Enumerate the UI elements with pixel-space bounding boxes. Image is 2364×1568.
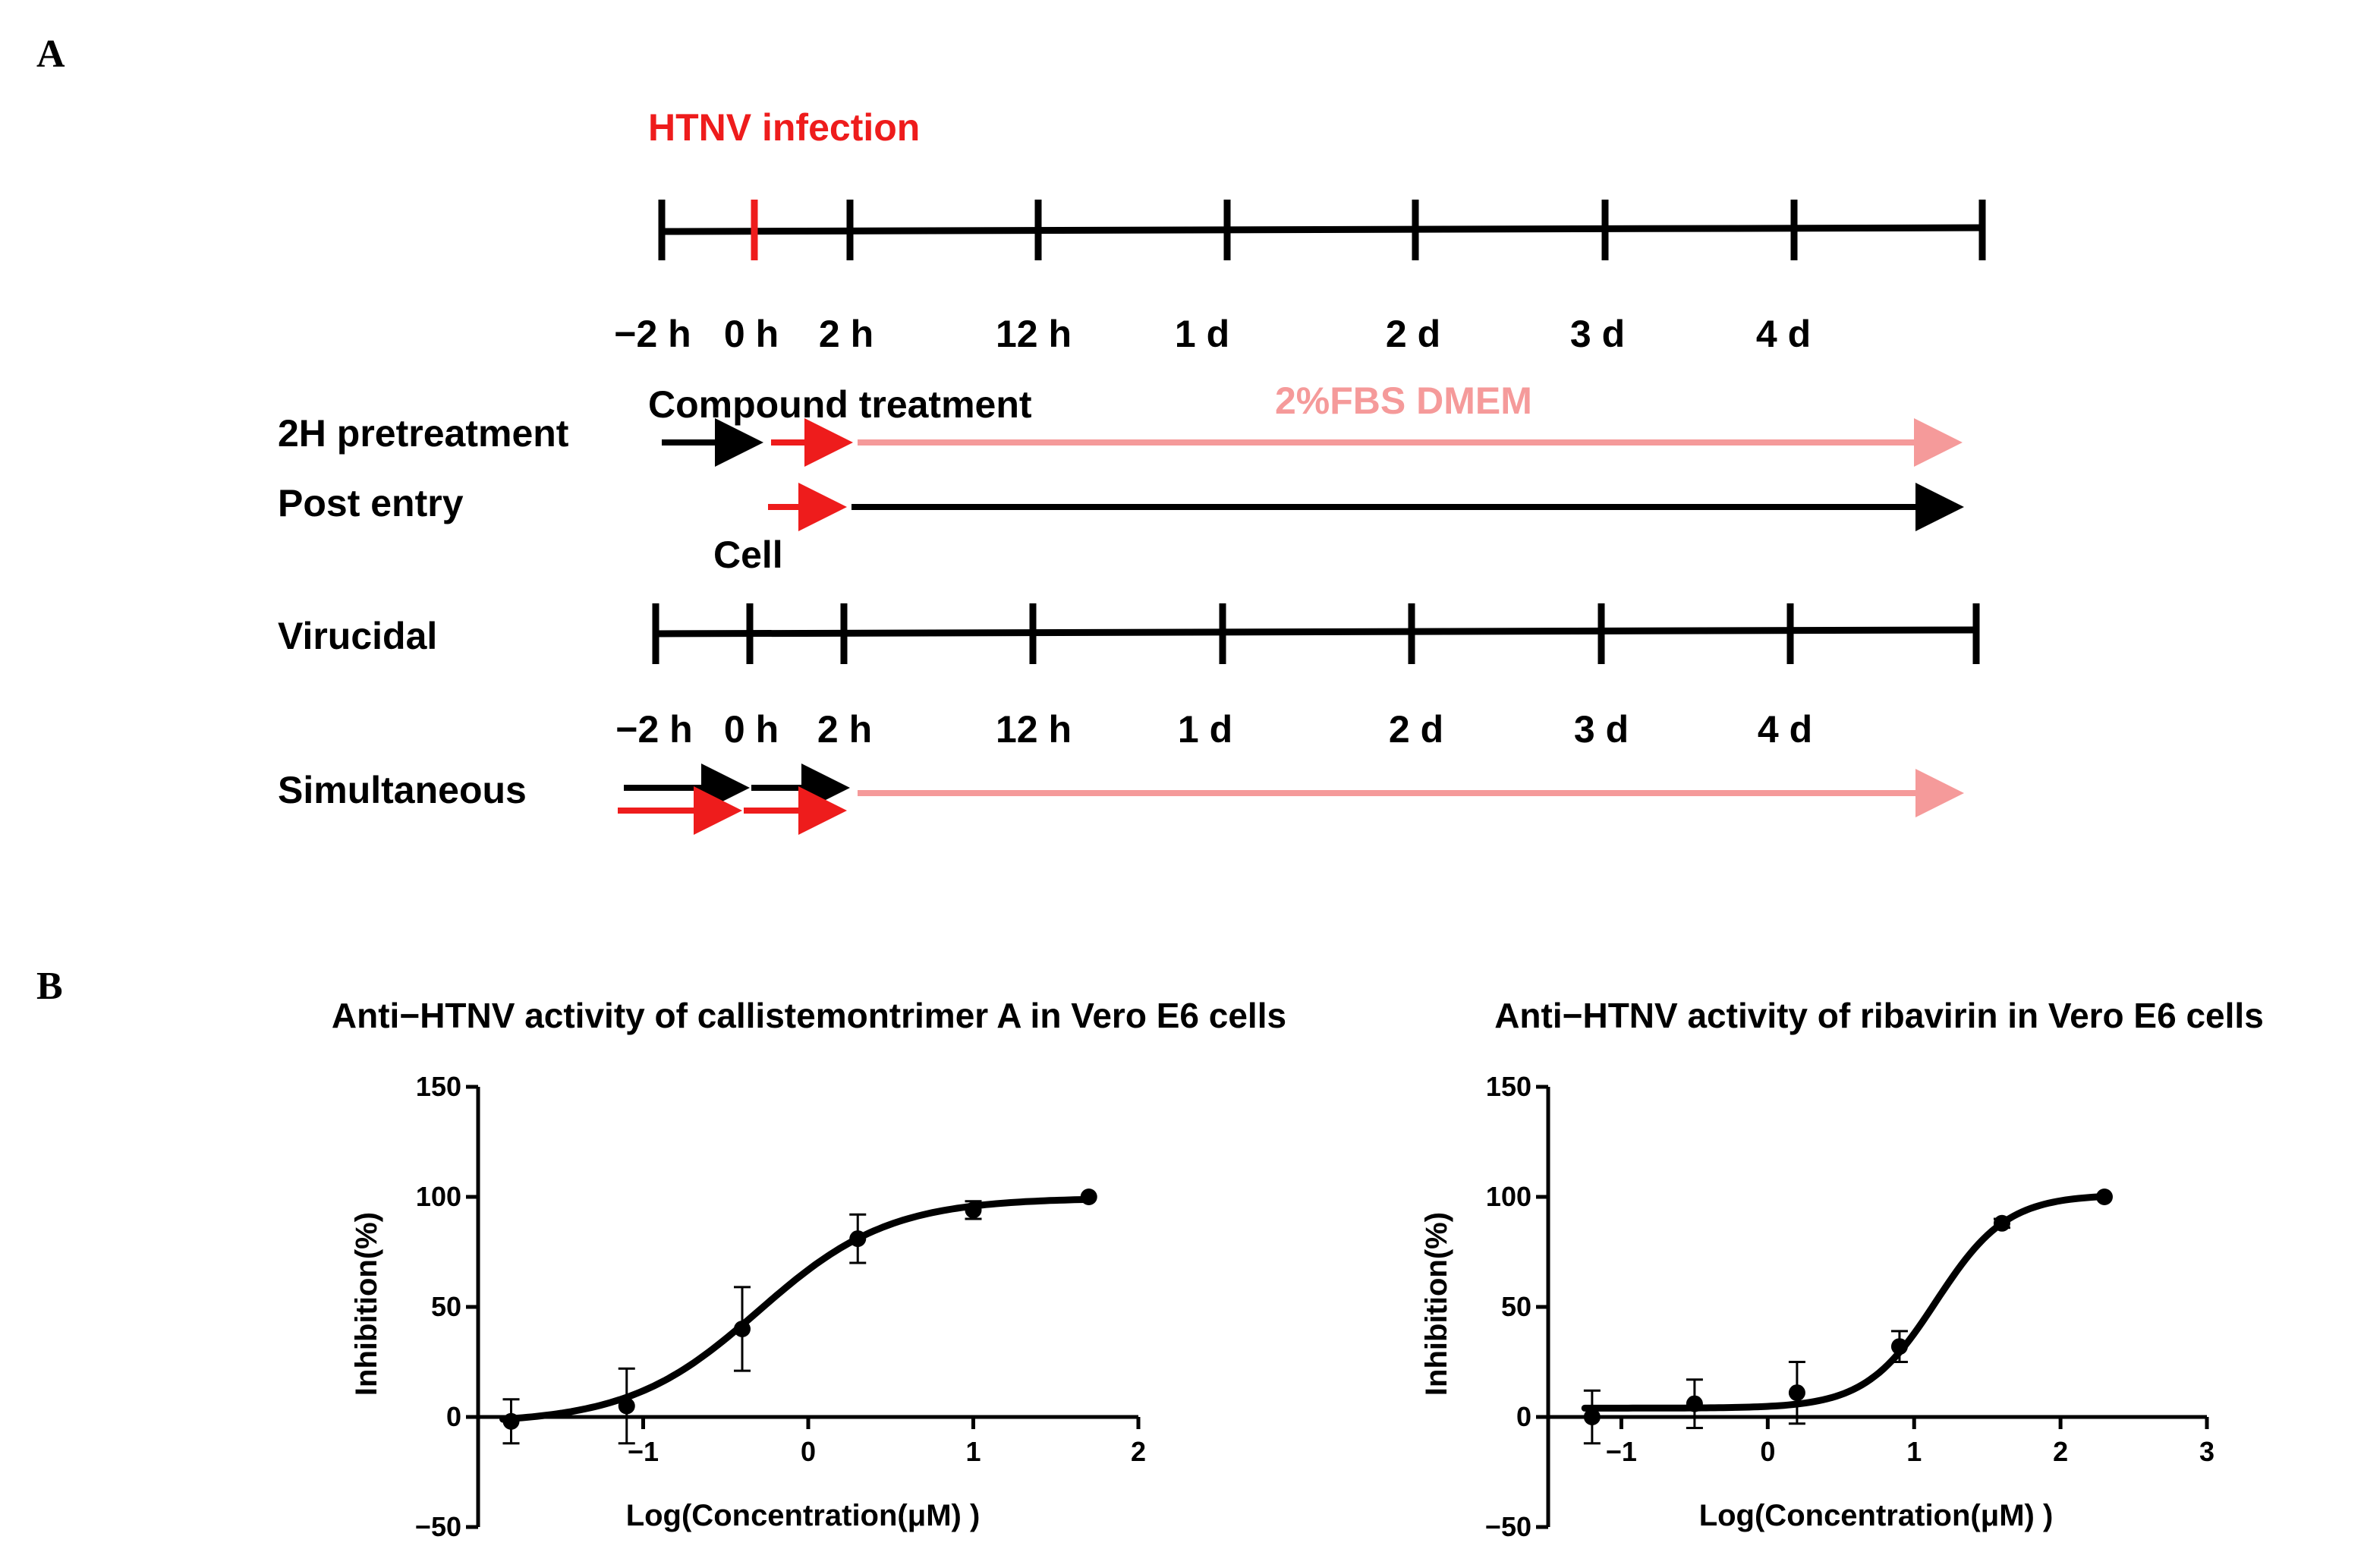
timeline-bottom (652, 603, 1980, 664)
data-point (1583, 1409, 1601, 1425)
arrows-simultaneous (618, 764, 1964, 835)
plot-area: −50 0 50 100 150 −1 0 1 2 (415, 1071, 1146, 1542)
y-tick-label: −50 (415, 1511, 461, 1542)
data-point (502, 1412, 520, 1430)
y-tick-label: 50 (1501, 1291, 1531, 1322)
row-label-virucidal: Virucidal (278, 615, 437, 657)
plot-area: −50 0 50 100 150 −1 0 1 2 3 (1485, 1071, 2214, 1542)
x-tick-label: 2 (2053, 1436, 2068, 1467)
fit-curve (499, 1195, 1093, 1423)
time-label: −2 h (614, 313, 691, 355)
x-tick-label: −1 (1606, 1436, 1637, 1467)
y-tick-label: −50 (1485, 1511, 1531, 1542)
fit-curve (1581, 1193, 2108, 1412)
time-label: −2 h (615, 708, 692, 751)
time-label: 0 h (724, 708, 779, 751)
timeline-top-axis (661, 224, 1985, 235)
data-point (734, 1321, 751, 1337)
y-tick-label: 0 (1516, 1401, 1531, 1432)
y-axis-title: Inhibition(%) (350, 1212, 383, 1396)
y-axis-title: Inhibition(%) (1420, 1212, 1453, 1396)
time-label: 4 d (1758, 708, 1812, 751)
time-label: 1 d (1175, 313, 1229, 355)
x-tick-label: 2 (1131, 1436, 1146, 1467)
time-label: 3 d (1570, 313, 1625, 355)
time-label: 2 h (817, 708, 872, 751)
panel-b: B Anti−HTNV activity of callistemontrime… (36, 965, 2264, 1542)
timeline-bottom-axis (655, 626, 1977, 638)
x-tick-label: 3 (2199, 1436, 2214, 1467)
data-point (965, 1201, 982, 1219)
time-label: 2 d (1386, 313, 1440, 355)
x-axis-title: Log(Concentration(μM) ) (626, 1499, 981, 1532)
x-tick-label: −1 (628, 1436, 659, 1467)
time-label: 3 d (1574, 708, 1629, 751)
y-tick-label: 0 (446, 1401, 461, 1432)
data-point (1686, 1395, 1703, 1412)
row-label-simultaneous: Simultaneous (278, 769, 527, 811)
data-point (1993, 1214, 2010, 1232)
time-label: 12 h (996, 313, 1072, 355)
y-tick-label: 50 (431, 1291, 461, 1322)
data-point (2095, 1189, 2113, 1205)
data-point (849, 1230, 867, 1248)
time-label: 0 h (724, 313, 779, 355)
time-label: 4 d (1756, 313, 1811, 355)
compound-label: Compound treatment (648, 383, 1032, 426)
panel-a: A HTNV infection −2 h 0 h 2 h 12 h 1 d 2… (36, 33, 1986, 835)
data-point (1080, 1189, 1097, 1205)
x-tick-label: 1 (965, 1436, 981, 1467)
data-point (1788, 1384, 1805, 1402)
data-point (618, 1397, 635, 1415)
panel-b-label: B (36, 965, 63, 1008)
chart-title: Anti−HTNV activity of callistemontrimer … (332, 996, 1286, 1035)
x-tick-label: 0 (801, 1436, 816, 1467)
medium-label: 2%FBS DMEM (1275, 379, 1532, 422)
row-label-pretreatment: 2H pretreatment (278, 412, 569, 455)
y-tick-label: 100 (1486, 1181, 1531, 1212)
x-axis-title: Log(Concentration(μM) ) (1699, 1499, 2054, 1532)
infection-label: HTNV infection (648, 106, 920, 149)
x-tick-label: 0 (1760, 1436, 1775, 1467)
y-tick-label: 150 (1486, 1071, 1531, 1102)
timeline-top-labels: −2 h 0 h 2 h 12 h 1 d 2 d 3 d 4 d (614, 313, 1811, 355)
time-label: 1 d (1178, 708, 1232, 751)
panel-a-label: A (36, 33, 65, 76)
chart-title: Anti−HTNV activity of ribavirin in Vero … (1494, 996, 2264, 1035)
time-label: 12 h (996, 708, 1072, 751)
row-label-post-entry: Post entry (278, 482, 464, 524)
time-label: 2 h (819, 313, 874, 355)
x-tick-label: 1 (1906, 1436, 1922, 1467)
cell-label: Cell (713, 534, 783, 576)
y-tick-label: 150 (416, 1071, 461, 1102)
chart-callistemontrimer: Anti−HTNV activity of callistemontrimer … (332, 996, 1286, 1542)
data-point (1890, 1338, 1908, 1355)
chart-ribavirin: Anti−HTNV activity of ribavirin in Vero … (1420, 996, 2264, 1542)
y-tick-label: 100 (416, 1181, 461, 1212)
time-label: 2 d (1389, 708, 1443, 751)
timeline-bottom-labels: −2 h 0 h 2 h 12 h 1 d 2 d 3 d 4 d (615, 708, 1812, 751)
timeline-top (658, 200, 1986, 260)
